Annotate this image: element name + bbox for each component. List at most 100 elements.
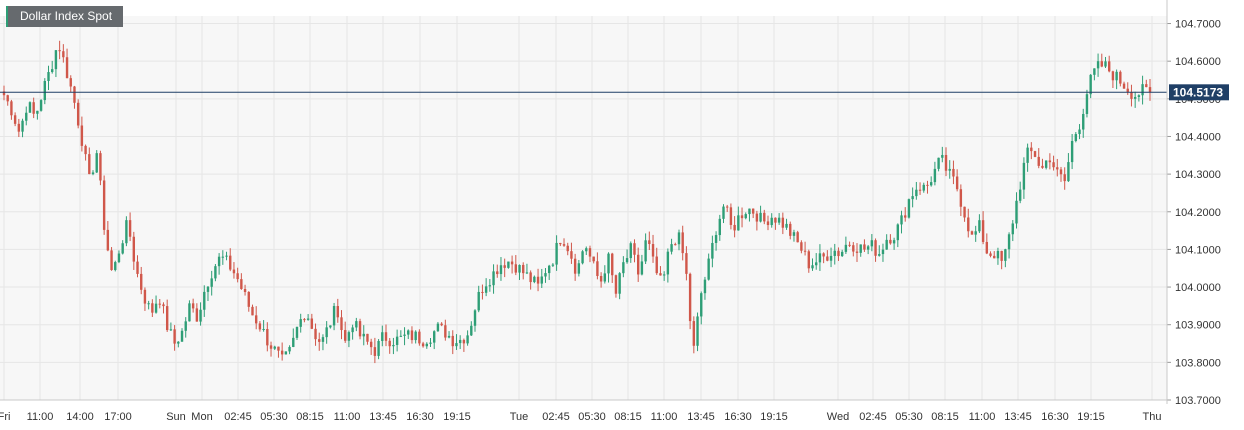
candle bbox=[329, 325, 332, 329]
candle bbox=[703, 276, 707, 300]
candle bbox=[536, 268, 540, 292]
candle bbox=[666, 248, 670, 283]
candle bbox=[570, 242, 573, 264]
candle bbox=[177, 341, 180, 348]
candle bbox=[21, 118, 24, 138]
x-tick-label: 16:30 bbox=[406, 411, 434, 423]
candle bbox=[807, 249, 810, 273]
candle bbox=[1111, 70, 1115, 89]
chart-title: Dollar Index Spot bbox=[6, 6, 124, 27]
y-tick-label: 104.2000 bbox=[1175, 207, 1221, 219]
candle bbox=[410, 326, 414, 344]
candle bbox=[585, 246, 588, 256]
candle bbox=[306, 314, 310, 321]
x-tick-label: 13:45 bbox=[369, 411, 397, 423]
candle bbox=[544, 268, 547, 283]
candle bbox=[99, 150, 102, 186]
y-tick-label: 103.9000 bbox=[1175, 320, 1221, 332]
candle bbox=[926, 180, 929, 194]
candle bbox=[477, 285, 480, 313]
candle bbox=[351, 324, 354, 340]
candle bbox=[959, 184, 963, 217]
candle bbox=[611, 252, 614, 283]
last-price-tag: 104.5173 bbox=[1169, 84, 1229, 101]
candle bbox=[625, 249, 629, 264]
candle bbox=[73, 85, 76, 109]
candle bbox=[117, 250, 121, 264]
candle bbox=[429, 338, 432, 347]
candle bbox=[573, 253, 577, 281]
candle bbox=[885, 234, 888, 250]
candle bbox=[726, 204, 729, 212]
candle bbox=[503, 258, 506, 278]
candle bbox=[395, 329, 399, 352]
candle bbox=[165, 299, 169, 332]
candle bbox=[481, 284, 484, 300]
candle bbox=[892, 237, 896, 250]
candle bbox=[963, 206, 966, 222]
x-tick-label: 17:00 bbox=[104, 411, 132, 423]
y-tick-label: 104.4000 bbox=[1175, 131, 1221, 143]
candle bbox=[433, 330, 436, 350]
candle bbox=[217, 253, 221, 275]
candle bbox=[110, 247, 113, 271]
candle bbox=[889, 234, 892, 245]
candle bbox=[1096, 53, 1100, 77]
candle bbox=[733, 216, 736, 238]
candle bbox=[25, 106, 28, 126]
candle bbox=[777, 213, 781, 225]
x-tick-label: 19:15 bbox=[1077, 411, 1105, 423]
x-tick-label: Mon bbox=[191, 411, 212, 423]
x-tick-label: Wed bbox=[827, 411, 849, 423]
x-tick-label: 05:30 bbox=[895, 411, 923, 423]
x-tick-label: 14:00 bbox=[66, 411, 94, 423]
candle bbox=[1137, 94, 1141, 102]
candle bbox=[978, 214, 981, 234]
candle bbox=[677, 229, 681, 251]
candle bbox=[1078, 124, 1081, 140]
candle bbox=[6, 94, 9, 106]
candle bbox=[996, 247, 1000, 265]
candle bbox=[929, 176, 933, 187]
candle bbox=[525, 263, 529, 275]
candle bbox=[188, 300, 191, 322]
x-tick-label: 13:45 bbox=[1004, 411, 1032, 423]
candle bbox=[722, 204, 725, 224]
candle bbox=[1048, 153, 1052, 170]
candle bbox=[766, 215, 770, 231]
candle bbox=[904, 207, 907, 222]
candle bbox=[229, 248, 232, 272]
y-tick-label: 104.3000 bbox=[1175, 169, 1221, 181]
candle bbox=[1130, 84, 1133, 107]
candle bbox=[922, 182, 925, 193]
candle bbox=[551, 263, 555, 268]
y-tick-label: 104.1000 bbox=[1175, 244, 1221, 256]
candle bbox=[829, 247, 833, 268]
candle bbox=[648, 231, 651, 251]
candle bbox=[114, 260, 117, 272]
candle bbox=[1141, 75, 1144, 105]
candle bbox=[414, 330, 417, 344]
candle bbox=[1018, 181, 1022, 204]
candle bbox=[518, 264, 521, 280]
candle bbox=[588, 245, 592, 263]
candle bbox=[36, 110, 39, 120]
plot-area bbox=[0, 16, 1167, 400]
candle bbox=[555, 235, 558, 271]
y-tick-label: 103.7000 bbox=[1175, 395, 1221, 407]
candle bbox=[447, 331, 451, 339]
candle bbox=[84, 144, 87, 161]
candle bbox=[147, 300, 150, 310]
candle bbox=[373, 337, 377, 364]
candle bbox=[384, 324, 388, 347]
candle bbox=[369, 338, 373, 355]
candle bbox=[852, 242, 855, 257]
candle bbox=[347, 330, 351, 348]
candle bbox=[737, 206, 740, 231]
candle bbox=[318, 332, 321, 351]
x-tick-label: 02:45 bbox=[224, 411, 252, 423]
candle bbox=[803, 241, 807, 256]
candle bbox=[770, 213, 773, 228]
candle bbox=[1067, 153, 1070, 182]
